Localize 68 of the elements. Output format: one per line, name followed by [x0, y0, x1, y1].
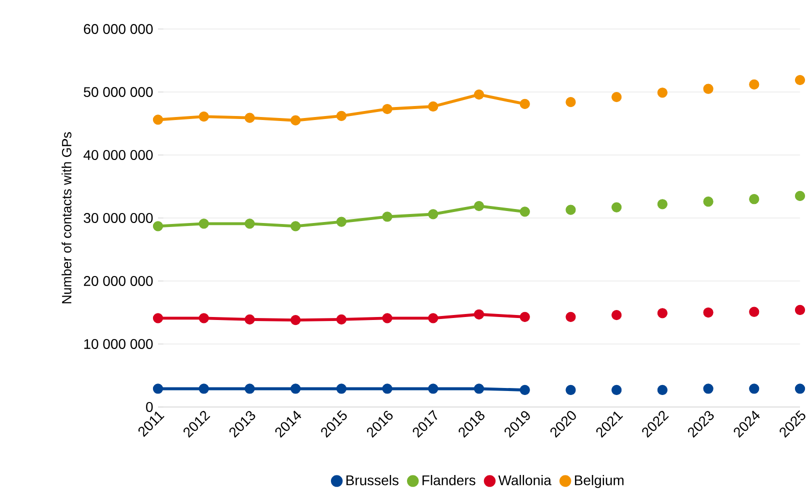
point — [749, 306, 760, 317]
point — [474, 89, 484, 100]
point — [336, 110, 346, 122]
point — [566, 97, 576, 108]
point — [336, 314, 346, 324]
point — [566, 312, 576, 322]
point — [474, 309, 484, 320]
point — [612, 310, 622, 320]
point — [657, 88, 668, 98]
point — [703, 84, 714, 94]
point — [612, 384, 622, 396]
y-axis-title: Number of contacts with GPs — [62, 132, 72, 304]
point — [152, 384, 164, 394]
legend-label: Brussels — [346, 474, 398, 486]
point — [703, 384, 714, 394]
legend-label: Wallonia — [498, 474, 552, 486]
point — [336, 384, 346, 394]
y-tick-label: 0 — [146, 402, 153, 412]
point — [428, 101, 438, 112]
point — [198, 112, 209, 122]
point — [428, 384, 438, 394]
point — [290, 314, 301, 326]
point — [520, 384, 530, 396]
point — [428, 209, 438, 220]
point — [336, 216, 346, 227]
point — [749, 384, 760, 394]
point — [612, 92, 622, 102]
point — [244, 314, 255, 324]
point — [290, 115, 301, 126]
point — [566, 384, 576, 396]
point — [198, 218, 209, 229]
point — [152, 313, 164, 324]
legend-label: Flanders — [422, 474, 476, 486]
point — [474, 384, 484, 394]
point — [657, 308, 668, 318]
y-tick-label: 20 000 000 — [84, 276, 153, 286]
point — [152, 221, 164, 232]
point — [382, 104, 392, 114]
point — [382, 313, 392, 324]
y-tick-label: 40 000 000 — [84, 150, 153, 160]
point — [382, 384, 392, 394]
point — [152, 114, 164, 125]
point — [749, 194, 760, 204]
point — [290, 221, 301, 232]
point — [657, 384, 668, 396]
point — [382, 212, 392, 222]
point — [703, 196, 714, 207]
y-tick-label: 30 000 000 — [84, 213, 153, 223]
point — [612, 202, 622, 212]
point — [198, 313, 209, 324]
point — [244, 218, 255, 229]
y-tick-label: 50 000 000 — [84, 87, 153, 97]
y-tick-label: 10 000 000 — [84, 339, 153, 349]
point — [244, 112, 255, 123]
point — [198, 384, 209, 394]
point — [520, 206, 530, 217]
point — [428, 313, 438, 324]
point — [566, 204, 576, 215]
point — [749, 79, 760, 90]
point — [474, 200, 484, 212]
y-tick-label: 60 000 000 — [84, 24, 153, 34]
point — [520, 312, 530, 322]
point — [703, 307, 714, 318]
point — [520, 98, 530, 110]
point — [657, 199, 668, 210]
point — [290, 384, 301, 394]
legend-label: Belgium — [574, 474, 624, 488]
point — [244, 384, 255, 394]
